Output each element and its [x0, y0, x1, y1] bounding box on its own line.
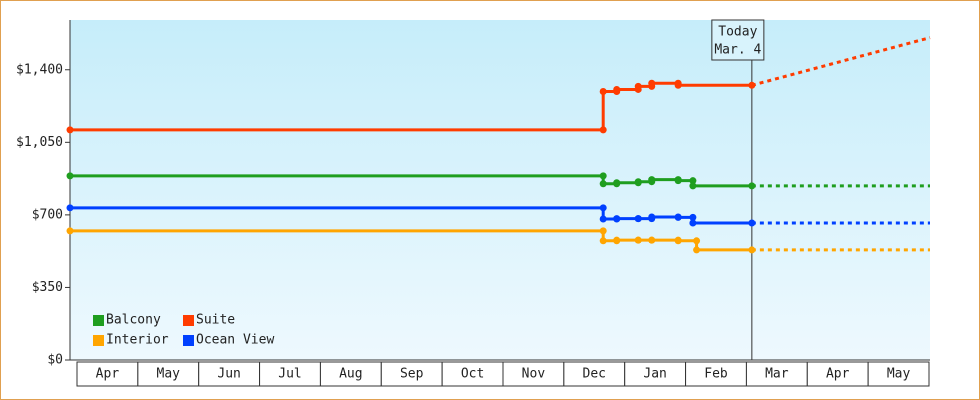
forecast-line	[751, 36, 931, 87]
y-tick-label: $0	[47, 353, 63, 368]
x-tick-label: Apr	[96, 367, 120, 382]
x-cell	[502, 361, 565, 387]
x-cell	[441, 361, 504, 387]
point	[648, 79, 656, 87]
y-tick-label: $700	[32, 207, 63, 222]
x-cell	[259, 361, 321, 387]
point	[599, 237, 607, 245]
x-cell	[380, 361, 443, 387]
x-tick-label: May	[887, 367, 911, 382]
point	[599, 180, 607, 188]
y-tick-label: $1,050	[16, 135, 63, 150]
legend-label: Interior	[106, 333, 169, 348]
legend-swatch	[183, 335, 194, 346]
point	[689, 213, 697, 221]
point	[66, 126, 74, 134]
x-tick-label: Jul	[278, 367, 301, 382]
point	[693, 246, 701, 254]
point	[599, 204, 607, 212]
x-cell	[198, 361, 261, 387]
point	[599, 126, 607, 134]
point	[613, 236, 621, 244]
x-cell	[563, 361, 626, 387]
point	[674, 237, 682, 245]
x-cell	[76, 361, 139, 387]
x-tick-label: Feb	[704, 367, 728, 382]
point	[689, 219, 697, 227]
point	[634, 82, 642, 90]
legend-label: Ocean View	[196, 333, 274, 348]
x-cell	[806, 361, 869, 387]
legend-swatch	[93, 335, 104, 346]
point	[66, 172, 74, 180]
x-tick-label: Dec	[583, 367, 606, 382]
legend-swatch	[93, 315, 104, 326]
legend-label: Balcony	[106, 313, 161, 328]
point	[613, 85, 621, 93]
x-tick-label: Aug	[339, 367, 362, 382]
legend-label: Suite	[196, 313, 235, 328]
x-cell	[319, 361, 382, 387]
point	[634, 178, 642, 186]
point	[634, 215, 642, 223]
y-tick-label: $1,400	[16, 62, 63, 77]
point	[66, 227, 74, 235]
point	[613, 215, 621, 223]
x-cell	[137, 361, 200, 387]
x-tick-label: Jun	[217, 367, 240, 382]
point	[674, 213, 682, 221]
x-tick-label: May	[157, 367, 181, 382]
point	[66, 204, 74, 212]
today-box	[711, 19, 765, 61]
x-cell	[624, 361, 687, 387]
x-tick-label: Apr	[826, 367, 850, 382]
point	[648, 213, 656, 221]
point	[599, 227, 607, 235]
x-tick-label: Jan	[643, 367, 666, 382]
point	[599, 88, 607, 96]
point	[693, 237, 701, 245]
point	[689, 182, 697, 190]
point	[613, 179, 621, 187]
point	[674, 81, 682, 89]
x-tick-label: Sep	[400, 367, 424, 382]
today-label: Today	[718, 25, 757, 40]
point	[599, 215, 607, 223]
x-cell	[745, 361, 808, 387]
legend-swatch	[183, 315, 194, 326]
point	[599, 172, 607, 180]
x-tick-label: Mar	[765, 367, 789, 382]
point	[634, 236, 642, 244]
point	[689, 177, 697, 185]
x-tick-label: Oct	[461, 367, 484, 382]
point	[674, 177, 682, 185]
y-tick-label: $350	[32, 280, 63, 295]
point	[648, 236, 656, 244]
point	[648, 176, 656, 184]
x-cell	[867, 361, 930, 387]
x-tick-label: Nov	[522, 367, 546, 382]
today-date: Mar. 4	[714, 43, 761, 58]
